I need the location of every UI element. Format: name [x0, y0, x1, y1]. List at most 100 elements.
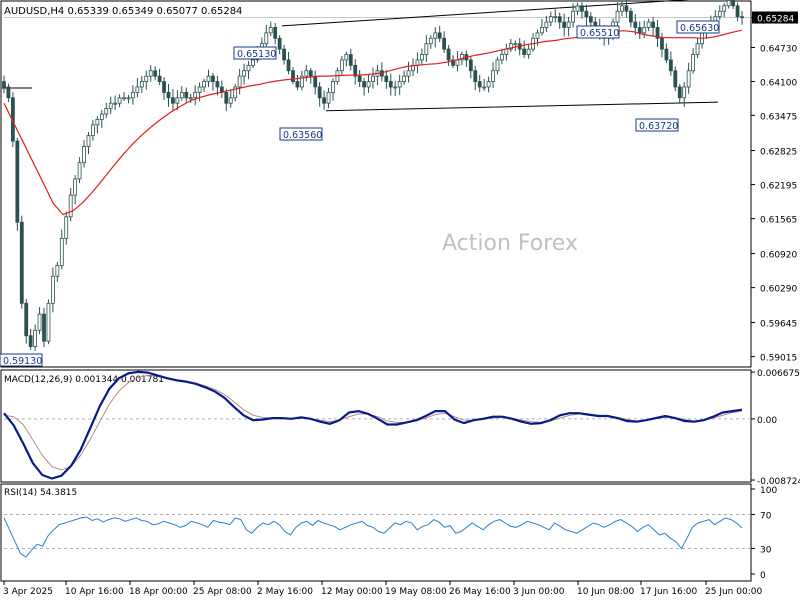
- candle-body: [477, 81, 482, 88]
- candle: [99, 109, 104, 128]
- candle-body: [313, 75, 318, 88]
- candle: [673, 66, 678, 92]
- candle: [420, 48, 424, 66]
- price-tick-label: 0.64730: [760, 44, 797, 54]
- candle-body: [157, 75, 162, 82]
- candle: [331, 78, 335, 101]
- candle: [668, 51, 673, 76]
- candle: [677, 83, 682, 103]
- candle-body: [144, 75, 149, 82]
- watermark: Action Forex: [442, 231, 578, 256]
- candle: [91, 119, 95, 141]
- candle: [695, 37, 700, 59]
- candle-body: [571, 10, 575, 23]
- current-price-box: [752, 11, 798, 24]
- candle: [33, 324, 38, 351]
- candle-body: [131, 91, 135, 99]
- candle: [117, 94, 122, 108]
- candle-body: [299, 75, 304, 88]
- candle-body: [526, 48, 531, 55]
- candle-body: [68, 194, 73, 218]
- candle-body: [304, 70, 309, 77]
- macd-tick-label: 0.00: [757, 416, 777, 426]
- candle-body: [495, 59, 500, 72]
- candle-body: [339, 59, 344, 72]
- candle-body: [513, 43, 518, 46]
- annotation-frame: [233, 46, 277, 60]
- annotation-label: 0.63560: [283, 130, 322, 141]
- annotation-box: 0.63560: [279, 127, 323, 141]
- candle-body: [673, 70, 678, 88]
- candle: [148, 65, 153, 82]
- candle-body: [393, 86, 398, 89]
- candle: [233, 84, 238, 102]
- macd-tick-label: -0.008724: [757, 477, 800, 487]
- candle-body: [451, 59, 455, 66]
- candle: [131, 85, 135, 105]
- candle-body: [522, 48, 527, 55]
- candle-body: [637, 27, 642, 34]
- channel-lower-line: [325, 101, 719, 112]
- candle: [273, 22, 278, 45]
- candle: [384, 70, 389, 89]
- candle-body: [171, 97, 175, 104]
- candle: [522, 40, 527, 58]
- candle-body: [682, 86, 687, 99]
- candle: [557, 12, 562, 29]
- candle-body: [175, 97, 180, 104]
- candle-body: [740, 16, 744, 19]
- candle: [126, 94, 131, 104]
- candle-body: [660, 37, 664, 50]
- rsi-label: RSI(14) 54.3815: [4, 488, 77, 498]
- candle: [548, 11, 553, 27]
- candle: [299, 70, 304, 91]
- current-price-label: 0.65284: [757, 15, 794, 25]
- candle-body: [166, 91, 171, 99]
- candle-body: [251, 59, 255, 66]
- macd-tick-label: 0.006675: [757, 369, 800, 379]
- time-tick-label: 12 May 00:00: [321, 587, 383, 597]
- candle: [153, 66, 158, 81]
- macd-label: MACD(12,26,9) 0.001344 0.001781: [4, 375, 164, 385]
- candle: [406, 61, 411, 83]
- candle: [571, 3, 575, 28]
- candle: [620, 0, 624, 17]
- candle: [500, 48, 504, 65]
- annotation-box: 0.63720: [635, 118, 679, 132]
- candle: [740, 11, 744, 25]
- annotation-frame: [279, 127, 323, 141]
- candle: [73, 175, 78, 205]
- candle: [588, 12, 593, 28]
- candle: [353, 59, 358, 85]
- candle-body: [95, 119, 100, 126]
- candle: [553, 9, 558, 23]
- candle-body: [655, 27, 660, 39]
- candle: [202, 78, 206, 93]
- candle: [397, 74, 402, 96]
- candle-body: [695, 43, 700, 55]
- candle: [175, 90, 180, 111]
- candle-body: [33, 329, 38, 347]
- candle: [82, 140, 86, 168]
- price-tick-label: 0.59645: [760, 320, 797, 330]
- candle-body: [162, 81, 166, 93]
- candle-body: [55, 265, 60, 277]
- candle-body: [331, 81, 335, 93]
- candle-body: [202, 81, 206, 88]
- candle: [59, 229, 64, 270]
- candle-body: [344, 54, 349, 61]
- candle: [228, 89, 233, 108]
- annotation-label: 0.65630: [680, 23, 719, 34]
- candle-body: [15, 140, 20, 223]
- candle: [55, 261, 60, 282]
- candle-body: [42, 313, 46, 342]
- candle-body: [179, 91, 184, 99]
- candle-body: [406, 70, 411, 77]
- annotation-label: 0.63720: [639, 121, 678, 132]
- time-tick-label: 25 Jun 00:00: [705, 587, 762, 597]
- candle: [46, 299, 51, 345]
- annotation-box: 0.65630: [676, 20, 720, 34]
- candle-body: [428, 37, 433, 45]
- candle: [486, 76, 491, 93]
- candle: [442, 31, 447, 53]
